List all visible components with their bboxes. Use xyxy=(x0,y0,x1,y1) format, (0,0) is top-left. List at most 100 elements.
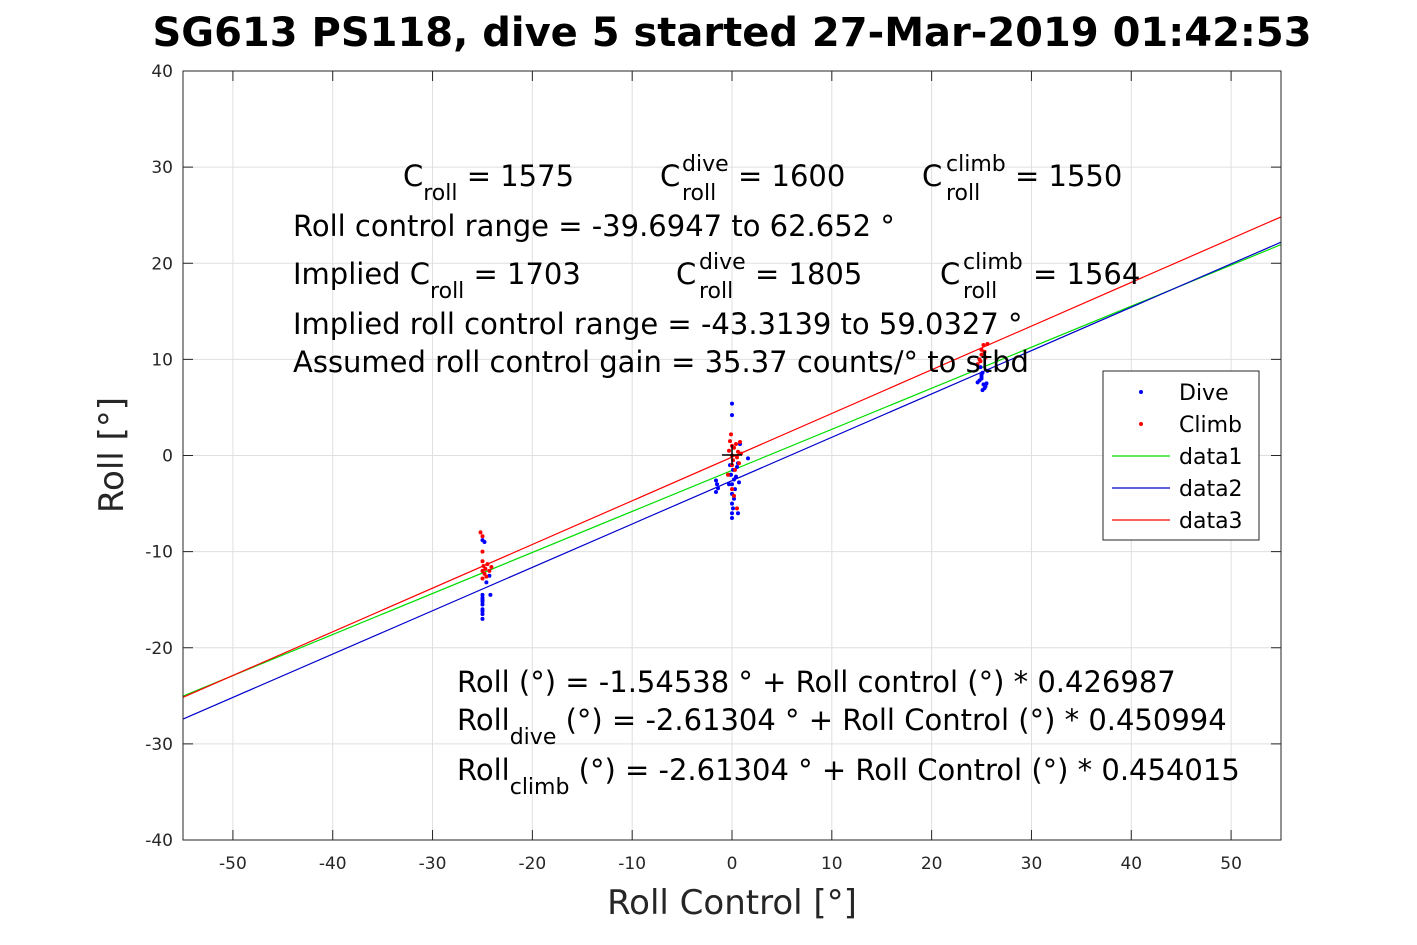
point-climb xyxy=(734,442,738,446)
point-dive xyxy=(480,595,485,600)
point-climb xyxy=(979,347,984,352)
point-climb xyxy=(978,359,983,364)
point-dive xyxy=(480,592,485,597)
annotation-gain: Assumed roll control gain = 35.37 counts… xyxy=(293,345,1029,379)
annotation-c-roll-climb: C xyxy=(922,159,942,193)
annotation-c-roll-dive: C xyxy=(660,159,680,193)
point-climb xyxy=(485,562,490,567)
annotation-c-roll-climb-value: = 1550 xyxy=(1015,159,1122,193)
point-dive xyxy=(714,490,718,494)
annotation-roll-control-range: Roll control range = -39.6947 to 62.652 … xyxy=(293,209,895,243)
annotation-implied-c-roll-dive: C xyxy=(676,257,696,291)
point-climb xyxy=(484,574,489,579)
annotation-c-roll-dive-sub: roll xyxy=(682,181,716,206)
point-climb xyxy=(735,506,739,511)
y-tick-label: -20 xyxy=(145,639,173,659)
point-dive xyxy=(480,599,485,604)
point-climb xyxy=(730,487,734,492)
point-dive xyxy=(730,482,734,487)
point-climb xyxy=(736,449,740,454)
x-tick-label: -50 xyxy=(219,854,247,874)
point-dive xyxy=(715,482,719,487)
x-tick-label: 20 xyxy=(921,854,943,874)
annotation-implied-c-roll-climb-value: = 1564 xyxy=(1033,257,1140,291)
point-dive xyxy=(732,477,736,482)
point-climb xyxy=(738,440,742,444)
chart-title: SG613 PS118, dive 5 started 27-Mar-2019 … xyxy=(152,10,1311,56)
point-dive xyxy=(730,401,734,406)
point-climb xyxy=(983,355,988,360)
y-axis-label: Roll [°] xyxy=(92,397,132,513)
annotation-implied-range: Implied roll control range = -43.3139 to… xyxy=(293,307,1023,341)
point-dive xyxy=(736,511,740,516)
point-dive xyxy=(716,486,720,491)
point-climb xyxy=(729,432,733,437)
point-dive xyxy=(480,612,485,617)
annotation-implied-c-roll-dive-sub: roll xyxy=(699,279,733,304)
y-tick-label: -10 xyxy=(145,543,173,563)
point-dive xyxy=(482,540,487,544)
point-climb xyxy=(480,559,485,564)
y-tick-label: 30 xyxy=(151,158,173,178)
point-climb xyxy=(975,362,980,367)
point-climb xyxy=(480,568,485,573)
point-climb xyxy=(733,467,737,472)
x-axis-label: Roll Control [°] xyxy=(607,883,857,923)
point-climb xyxy=(732,445,736,450)
point-dive xyxy=(733,487,737,492)
legend-label: Dive xyxy=(1179,381,1229,406)
point-dive xyxy=(484,580,489,585)
point-dive xyxy=(727,482,731,487)
legend-label: data2 xyxy=(1179,477,1243,502)
point-dive xyxy=(730,413,734,418)
x-tick-label: -40 xyxy=(319,854,347,874)
point-dive xyxy=(480,609,485,614)
y-tick-label: 20 xyxy=(151,254,173,274)
point-climb xyxy=(480,576,485,581)
point-dive xyxy=(978,365,983,370)
legend: Dive Climb data1 data2 data3 xyxy=(1102,370,1260,541)
point-dive xyxy=(985,368,990,373)
point-dive xyxy=(730,516,734,520)
x-tick-label: 30 xyxy=(1021,854,1043,874)
annotation-fit-all: Roll (°) = -1.54538 ° + Roll control (°)… xyxy=(457,665,1176,699)
y-tick-label: 0 xyxy=(162,447,173,467)
x-tick-label: 50 xyxy=(1220,854,1242,874)
y-tick-label: -40 xyxy=(145,831,173,851)
annotation-c-roll-dive-value: = 1600 xyxy=(738,159,845,193)
y-tick-label: 10 xyxy=(151,350,173,370)
annotation-c-roll-dive-sup: dive xyxy=(682,152,729,177)
annotation-c-roll: Croll = 1575 xyxy=(403,159,574,206)
legend-label: data3 xyxy=(1179,509,1243,534)
point-climb xyxy=(737,461,741,466)
x-tick-label: 0 xyxy=(727,854,738,874)
point-climb xyxy=(985,342,990,346)
point-climb xyxy=(478,530,483,535)
x-tick-label: -10 xyxy=(618,854,646,874)
legend-marker-dive xyxy=(1139,390,1143,394)
y-tick-label: -30 xyxy=(145,735,173,755)
point-climb xyxy=(979,352,984,357)
point-climb xyxy=(732,493,736,498)
point-climb xyxy=(981,343,986,347)
annotation-implied-c-roll: Implied Croll = 1703 xyxy=(293,257,581,304)
annotation-fit-dive: Rolldive (°) = -2.61304 ° + Roll Control… xyxy=(457,703,1227,750)
legend-box xyxy=(1102,370,1260,541)
point-climb xyxy=(735,455,739,460)
x-tick-label: 10 xyxy=(821,854,843,874)
legend-label: data1 xyxy=(1179,445,1243,470)
annotation-implied-c-roll-climb: C xyxy=(940,257,960,291)
point-climb xyxy=(482,571,487,576)
point-dive xyxy=(980,370,985,375)
annotation-implied-c-roll-dive-sup: dive xyxy=(699,250,746,275)
x-tick-label: -20 xyxy=(518,854,546,874)
point-dive xyxy=(488,592,493,597)
point-climb xyxy=(480,534,485,539)
legend-marker-climb xyxy=(1139,422,1143,426)
annotation-implied-c-roll-dive-value: = 1805 xyxy=(755,257,862,291)
point-dive xyxy=(734,474,738,479)
annotation-c-roll-climb-sup: climb xyxy=(946,152,1006,177)
y-tick-label: 40 xyxy=(151,62,173,82)
point-climb xyxy=(487,568,492,573)
point-dive xyxy=(730,501,734,506)
